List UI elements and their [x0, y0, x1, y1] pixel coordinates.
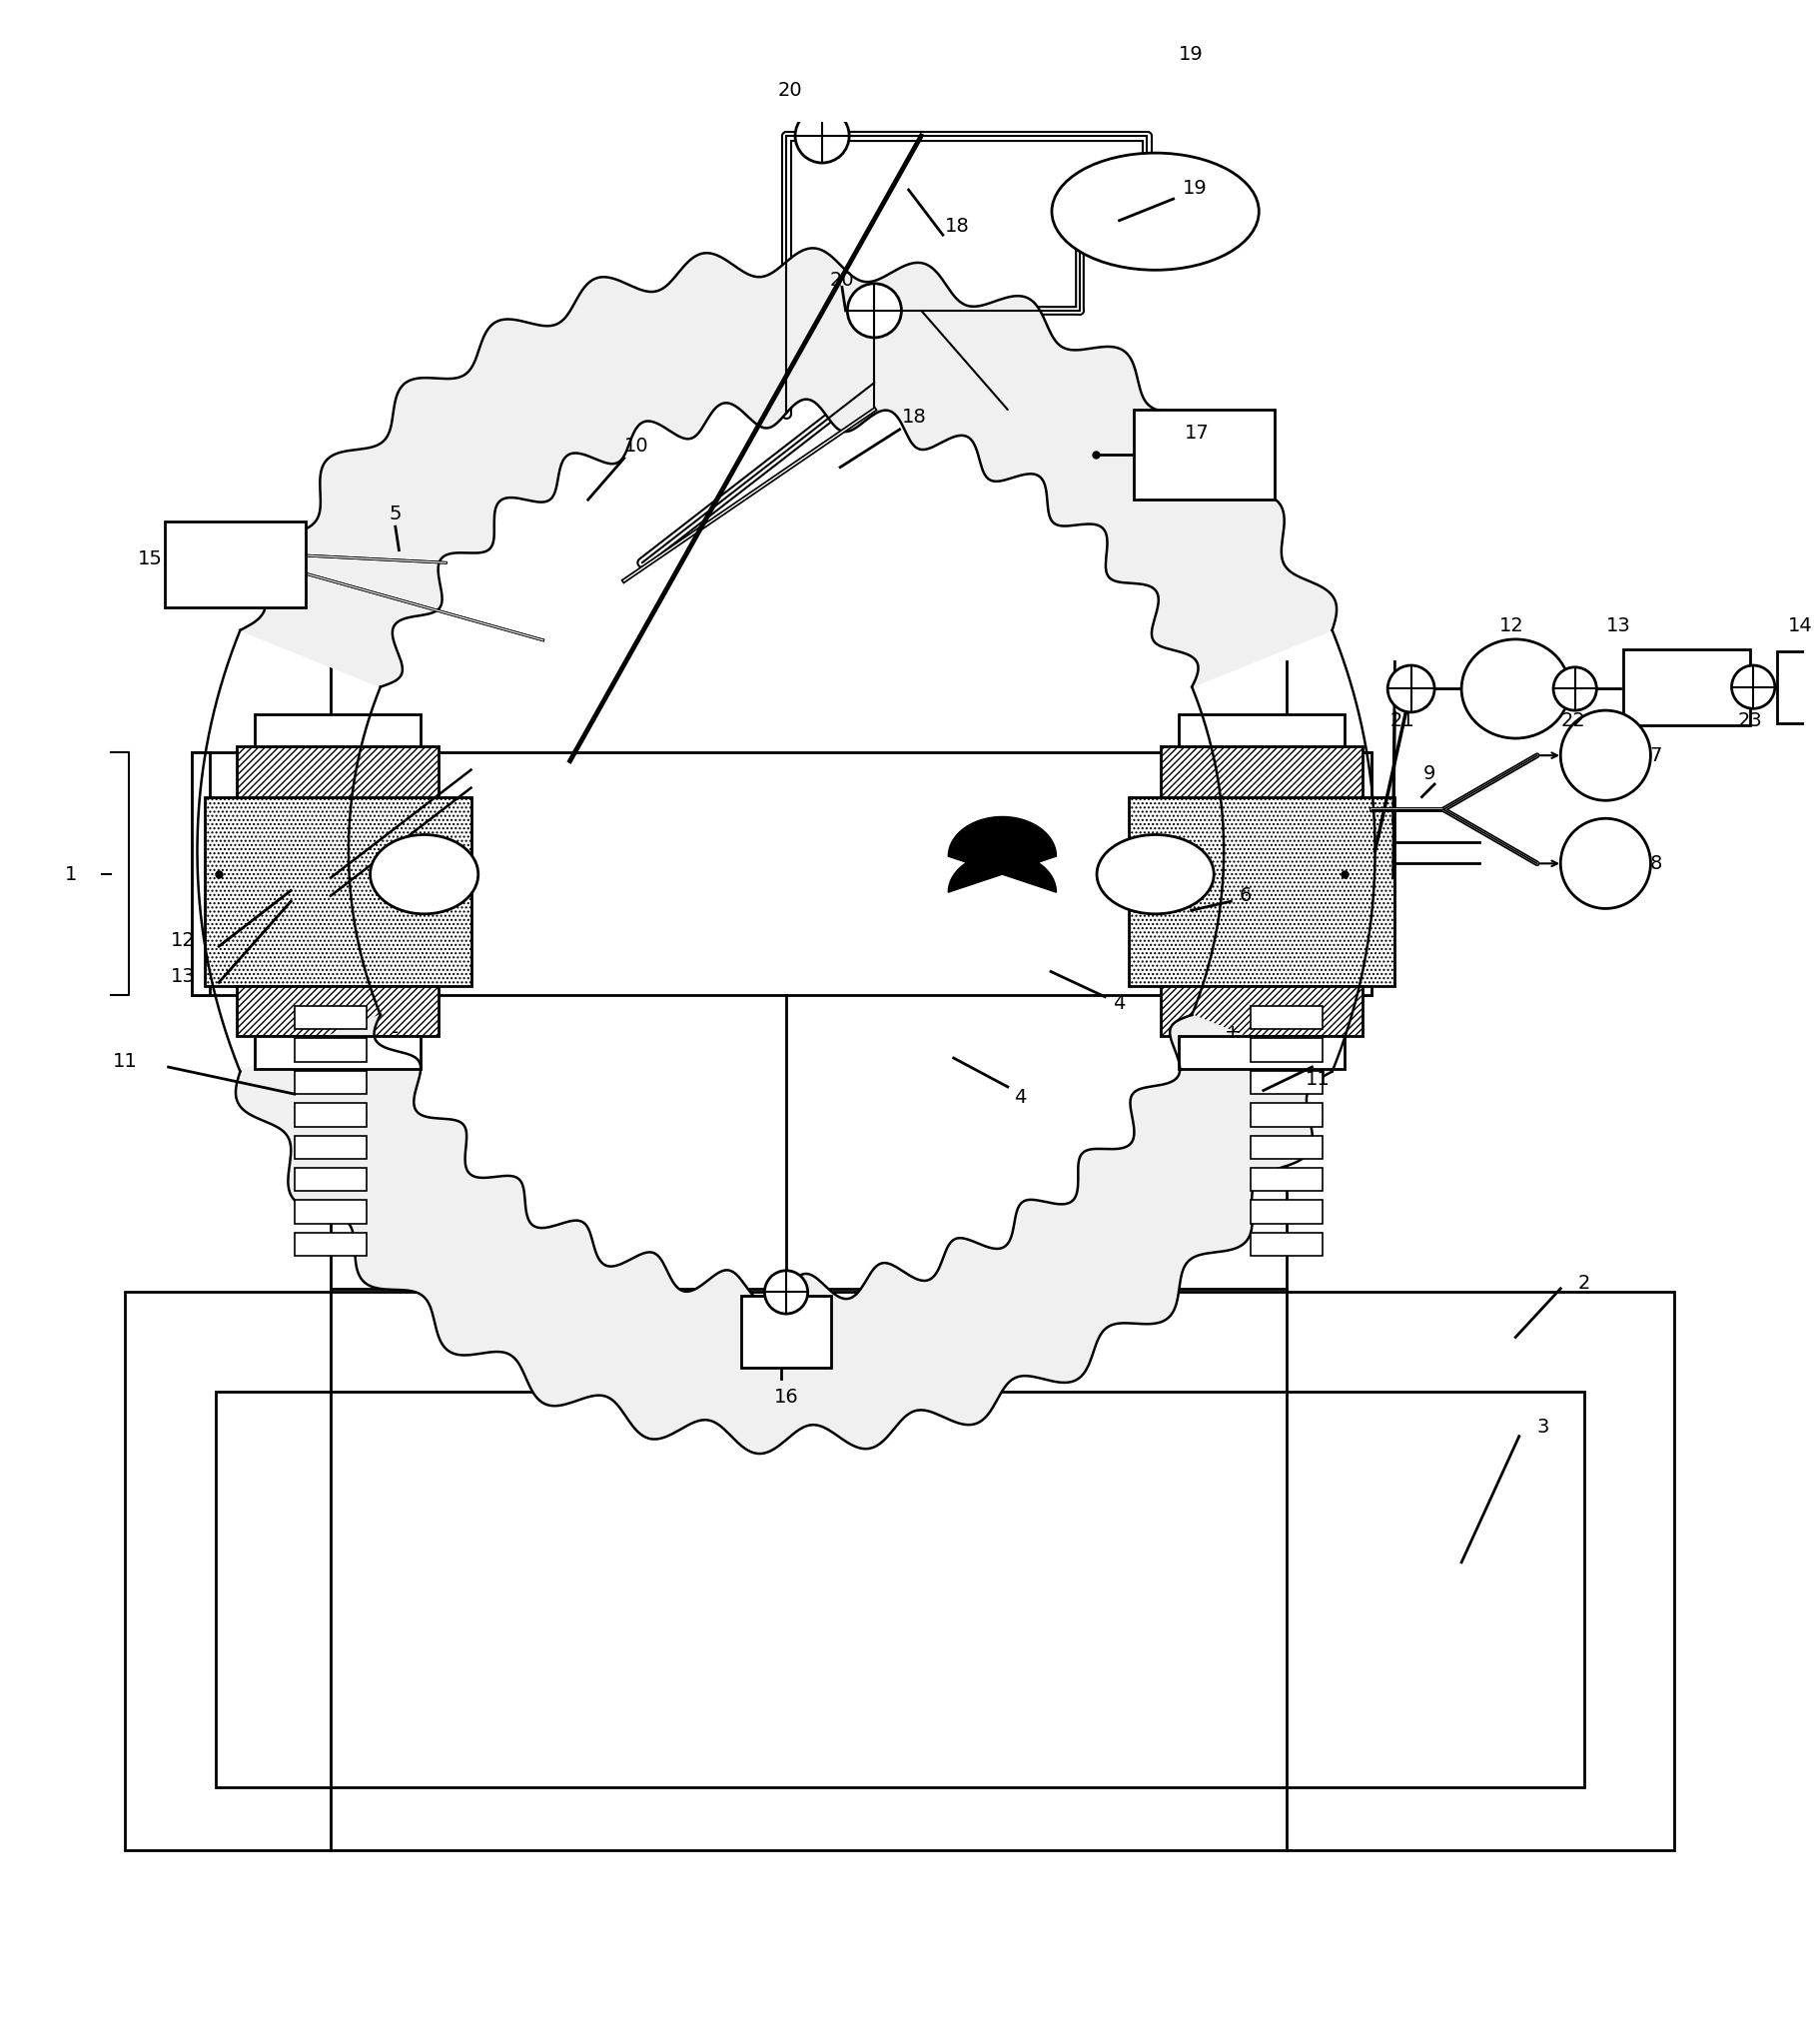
Bar [1251, 1038, 1322, 1061]
Circle shape [1732, 666, 1774, 709]
Text: 13: 13 [171, 967, 196, 987]
Bar [1160, 985, 1362, 1036]
Bar [1179, 713, 1344, 746]
Text: 20: 20 [830, 270, 854, 290]
Bar [741, 1296, 832, 1367]
Ellipse shape [1051, 153, 1258, 270]
Bar [216, 1392, 1584, 1788]
Circle shape [1387, 666, 1435, 711]
Bar [1251, 1104, 1322, 1126]
Bar [294, 1200, 367, 1224]
Bar [205, 797, 470, 985]
Bar [294, 1038, 367, 1061]
Bar [1251, 1071, 1322, 1094]
Bar [1251, 1006, 1322, 1030]
Bar [192, 752, 211, 995]
Bar [165, 521, 305, 607]
Bar [192, 752, 1371, 995]
Bar [125, 1292, 1674, 1850]
Text: 6: 6 [1239, 887, 1251, 905]
Circle shape [765, 1271, 808, 1314]
Bar [1776, 650, 1816, 724]
Text: 14: 14 [1787, 615, 1812, 636]
Text: 11: 11 [1306, 1071, 1329, 1089]
Ellipse shape [370, 834, 478, 914]
Ellipse shape [1462, 640, 1569, 738]
Text: 10: 10 [625, 435, 648, 456]
Bar [1251, 1136, 1322, 1159]
Text: 19: 19 [1182, 178, 1208, 198]
Text: 1: 1 [65, 865, 78, 883]
Bar [1251, 1233, 1322, 1257]
Polygon shape [236, 1016, 1333, 1453]
Text: 12: 12 [171, 932, 196, 950]
Text: -: - [392, 1024, 400, 1042]
Text: 15: 15 [138, 550, 163, 568]
Circle shape [1553, 666, 1596, 711]
Circle shape [1560, 711, 1651, 801]
Bar [254, 1036, 421, 1069]
Text: 19: 19 [1179, 45, 1204, 63]
Text: 4: 4 [1013, 1087, 1026, 1108]
Bar [1251, 1200, 1322, 1224]
Bar [294, 1006, 367, 1030]
Text: 13: 13 [1605, 615, 1631, 636]
Bar [1624, 650, 1749, 726]
Bar [1179, 1036, 1344, 1069]
Bar [1160, 746, 1362, 797]
Bar [294, 1136, 367, 1159]
Text: 9: 9 [1424, 764, 1435, 783]
Polygon shape [240, 247, 1337, 687]
Text: 17: 17 [1184, 423, 1209, 442]
Text: 5: 5 [389, 505, 401, 523]
Text: 2: 2 [1578, 1273, 1591, 1292]
Text: 18: 18 [903, 407, 926, 427]
Text: 12: 12 [1500, 615, 1524, 636]
Bar [1128, 797, 1395, 985]
Bar [1353, 752, 1371, 995]
Text: 8: 8 [1649, 854, 1662, 873]
Text: 4: 4 [1113, 995, 1126, 1014]
Text: 16: 16 [774, 1388, 799, 1406]
Circle shape [1560, 818, 1651, 908]
Text: 18: 18 [944, 217, 970, 235]
Text: 7: 7 [1649, 746, 1662, 764]
Text: 11: 11 [113, 1053, 138, 1071]
Bar [236, 746, 439, 797]
Circle shape [795, 108, 850, 164]
Text: 22: 22 [1560, 711, 1585, 730]
Circle shape [848, 284, 901, 337]
Text: +: + [1224, 1024, 1240, 1042]
Text: 21: 21 [1389, 711, 1415, 730]
Bar [294, 1167, 367, 1192]
Bar [1251, 1167, 1322, 1192]
Text: 23: 23 [1738, 711, 1762, 730]
Polygon shape [948, 818, 1057, 893]
Bar [254, 713, 421, 746]
Text: 20: 20 [777, 82, 803, 100]
Bar [1133, 409, 1275, 499]
Text: 3: 3 [1536, 1419, 1549, 1437]
Ellipse shape [1097, 834, 1213, 914]
Bar [236, 985, 439, 1036]
Bar [294, 1104, 367, 1126]
Bar [294, 1233, 367, 1257]
Bar [294, 1071, 367, 1094]
